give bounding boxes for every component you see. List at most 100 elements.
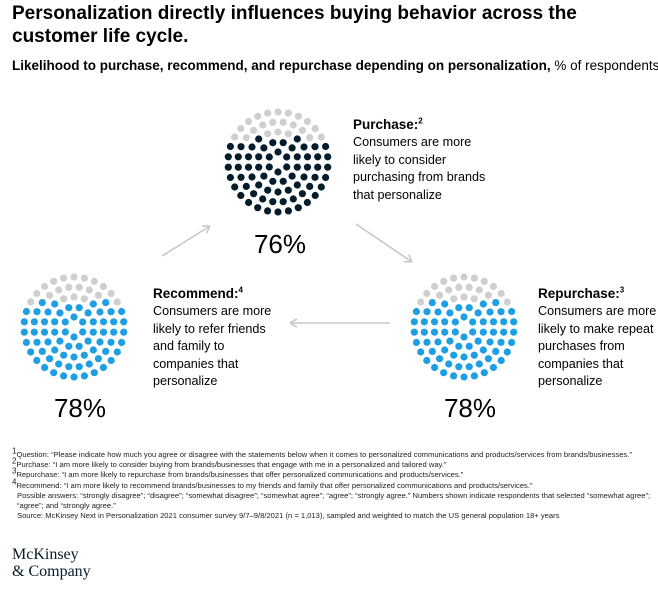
repurchase-remainder-dot xyxy=(460,273,468,281)
recommend-share-dot xyxy=(51,318,59,326)
purchase-share-dot xyxy=(293,153,301,161)
repurchase-share-dot xyxy=(428,347,436,355)
recommend-share-dot xyxy=(50,369,58,377)
recommend-label: Recommend:4 Consumers are more likely to… xyxy=(153,285,271,391)
purchase-share-dot xyxy=(224,163,232,171)
recommend-share-dot xyxy=(99,363,107,372)
recommend-share-dot xyxy=(38,347,46,355)
purchase-share-dot xyxy=(324,153,332,161)
purchase-remainder-dot xyxy=(284,109,292,117)
recommend-share-dot xyxy=(96,308,104,316)
repurchase-footnote-ref: 3 xyxy=(619,285,625,295)
repurchase-share-dot xyxy=(497,308,505,316)
repurchase-share-dot xyxy=(420,328,428,336)
purchase-share-dot xyxy=(259,195,267,203)
repurchase-remainder-dot xyxy=(497,289,505,298)
footnote-text: Repurchase: “I am more likely to repurch… xyxy=(16,470,464,480)
repurchase-remainder-dot xyxy=(431,282,439,291)
purchase-share-dot xyxy=(260,172,268,180)
recommend-share-dot xyxy=(75,342,83,350)
purchase-share-dot xyxy=(288,172,296,180)
recommend-remainder-dot xyxy=(41,282,49,291)
purchase-share-dot xyxy=(244,153,253,161)
repurchase-share-dot xyxy=(510,318,518,326)
repurchase-remainder-dot xyxy=(436,291,444,299)
purchase-share-dot xyxy=(311,191,319,200)
purchase-share-dot xyxy=(255,153,263,161)
recommend-share-dot xyxy=(20,328,28,336)
recommend-share-dot xyxy=(79,318,87,326)
purchase-share-dot xyxy=(293,181,301,189)
purchase-share-dot xyxy=(317,183,325,191)
recommend-share-dot xyxy=(41,363,49,372)
recommend-share-dot xyxy=(107,308,115,316)
purchase-share-dot xyxy=(269,139,277,147)
purchase-remainder-dot xyxy=(298,126,306,134)
purchase-remainder-dot xyxy=(254,112,262,120)
repurchase-remainder-dot xyxy=(480,277,488,285)
recommend-share-dot xyxy=(80,351,88,359)
recommend-share-dot xyxy=(56,309,64,317)
repurchase-share-dot xyxy=(446,309,454,317)
recommend-share-dot xyxy=(22,338,30,347)
repurchase-share-dot xyxy=(489,363,497,372)
recommend-share-dot xyxy=(60,372,68,380)
purchase-desc-line: that personalize xyxy=(353,187,442,202)
repurchase-share-dot xyxy=(445,360,453,368)
recommend-remainder-dot xyxy=(60,274,68,282)
purchase-share-dot xyxy=(226,173,234,182)
recommend-desc-line: companies that xyxy=(153,356,239,371)
recommend-share-dot xyxy=(110,318,118,326)
mckinsey-logo: McKinsey & Company xyxy=(12,546,91,580)
purchase-share-dot xyxy=(265,153,273,161)
recommend-desc-line: personalize xyxy=(153,374,218,388)
purchase-share-dot xyxy=(314,153,322,161)
recommend-remainder-dot xyxy=(80,295,88,303)
footnotes: 1Question: “Please indicate how much you… xyxy=(12,447,652,521)
purchase-remainder-dot xyxy=(294,112,302,120)
recommend-footnote-ref: 4 xyxy=(238,285,243,295)
purchase-desc-line: purchasing from brands xyxy=(353,170,486,184)
repurchase-remainder-dot xyxy=(470,295,478,303)
purchase-share-dot xyxy=(260,144,268,152)
recommend-share-dot xyxy=(102,347,110,355)
purchase-share-dot xyxy=(224,153,232,161)
purchase-share-dot xyxy=(283,163,291,171)
recommend-remainder-dot xyxy=(65,283,73,291)
purchase-remainder-dot xyxy=(284,130,292,138)
purchase-share-dot xyxy=(264,207,272,215)
repurchase-remainder-dot xyxy=(440,277,448,285)
recommend-share-dot xyxy=(70,353,78,361)
source-note: Source: McKinsey Next in Personalization… xyxy=(17,511,560,521)
repurchase-share-dot xyxy=(474,337,482,345)
purchase-remainder-dot xyxy=(264,109,272,117)
purchase-share-dot xyxy=(306,182,314,190)
repurchase-share-dot xyxy=(486,338,494,346)
recommend-share-dot xyxy=(33,356,41,365)
purchase-share-dot xyxy=(255,135,263,143)
recommend-share-dot xyxy=(51,300,59,308)
purchase-remainder-dot xyxy=(303,117,311,126)
recommend-share-dot xyxy=(75,304,83,312)
recommend-share-dot xyxy=(118,307,126,316)
purchase-share-dot xyxy=(274,208,282,216)
repurchase-share-dot xyxy=(441,346,449,354)
repurchase-share-dot xyxy=(412,338,420,347)
possible-answers-note: Possible answers: “strongly disagree”; “… xyxy=(17,490,651,511)
purchase-share-dot xyxy=(237,173,245,181)
repurchase-share-dot xyxy=(479,346,487,354)
recommend-remainder-dot xyxy=(27,298,35,306)
purchase-share-dot xyxy=(284,186,292,194)
recommend-desc-line: and family to xyxy=(153,339,225,353)
purchase-value-label: 76% xyxy=(253,229,307,259)
repurchase-share-dot xyxy=(479,318,487,326)
purchase-share-dot xyxy=(269,198,277,206)
purchase-share-dot xyxy=(265,163,273,171)
repurchase-share-dot xyxy=(497,356,505,365)
repurchase-remainder-dot xyxy=(470,274,478,282)
purchase-remainder-dot xyxy=(289,121,297,129)
purchase-share-dot xyxy=(226,142,234,151)
purchase-remainder-dot xyxy=(237,124,245,133)
purchase-share-dot xyxy=(248,143,256,151)
purchase-share-dot xyxy=(279,198,287,206)
